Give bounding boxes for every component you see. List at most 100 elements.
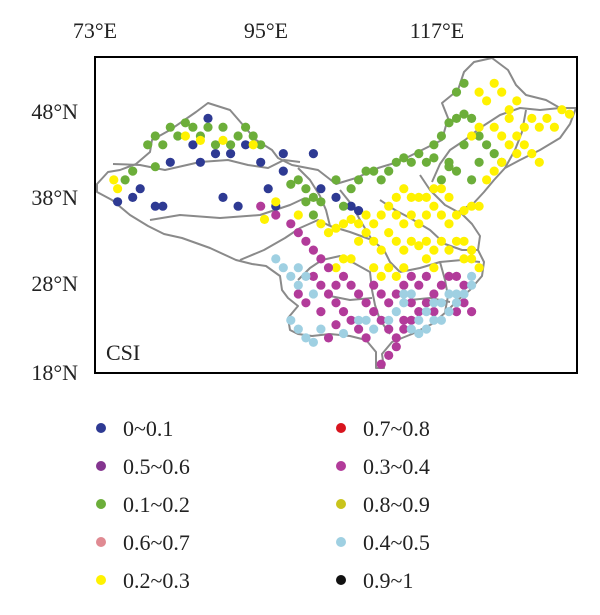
legend-item: 0~0.1	[96, 416, 173, 441]
station-point	[338, 271, 349, 281]
station-point	[308, 149, 318, 159]
legend-label: 0.6~0.7	[123, 530, 190, 555]
station-point	[293, 289, 303, 299]
station-point	[391, 157, 401, 167]
station-point	[459, 289, 469, 299]
station-point	[497, 157, 507, 167]
station-point	[301, 333, 311, 343]
station-point	[482, 175, 492, 185]
legend-item: 0.1~0.2	[96, 492, 190, 517]
station-point	[338, 201, 349, 211]
station-point	[451, 87, 462, 97]
station-point	[195, 157, 205, 167]
station-point	[474, 157, 484, 167]
station-point	[436, 280, 446, 290]
station-point	[451, 271, 462, 281]
station-point	[376, 271, 386, 281]
station-point	[338, 219, 349, 229]
station-point	[519, 122, 529, 132]
station-points	[109, 78, 575, 369]
station-point	[150, 131, 160, 141]
station-point	[241, 122, 251, 132]
station-point	[421, 307, 431, 317]
province-boundary	[504, 109, 527, 169]
station-point	[173, 131, 183, 141]
station-point	[542, 113, 552, 123]
station-point	[384, 228, 394, 238]
station-point	[331, 175, 341, 185]
station-point	[429, 307, 439, 317]
station-point	[406, 192, 416, 202]
station-point	[391, 210, 401, 220]
station-point	[218, 135, 228, 145]
station-point	[226, 140, 236, 150]
station-point	[256, 201, 266, 211]
station-point	[210, 149, 221, 159]
legend-swatch	[336, 461, 346, 471]
station-point	[195, 135, 205, 145]
station-point	[369, 307, 379, 317]
station-point	[504, 113, 514, 123]
x-tick-73e: 73°E	[73, 18, 117, 43]
station-point	[391, 342, 401, 352]
station-point	[549, 122, 560, 132]
station-point	[497, 87, 507, 97]
station-point	[376, 245, 386, 255]
legend-swatch	[96, 537, 106, 547]
x-tick-117e: 117°E	[410, 18, 464, 43]
station-point	[459, 254, 469, 264]
station-point	[323, 228, 334, 238]
station-point	[384, 315, 394, 325]
station-point	[369, 324, 379, 334]
station-point	[316, 254, 326, 264]
station-point	[519, 140, 529, 150]
station-point	[436, 236, 446, 246]
x-tick-95e: 95°E	[244, 18, 288, 43]
legend-swatch	[96, 461, 106, 471]
station-point	[414, 315, 424, 325]
legend-swatch	[96, 575, 106, 585]
station-point	[286, 315, 296, 325]
station-point	[271, 254, 281, 264]
station-point	[399, 245, 409, 255]
legend-item: 0.4~0.5	[336, 530, 430, 555]
station-point	[406, 289, 416, 299]
station-point	[128, 166, 138, 176]
station-point	[271, 210, 281, 220]
station-point	[451, 298, 462, 308]
station-point	[436, 131, 446, 141]
station-point	[406, 271, 416, 281]
station-point	[301, 298, 311, 308]
station-point	[323, 289, 334, 299]
station-point	[399, 289, 409, 299]
station-point	[361, 166, 371, 176]
station-point	[489, 149, 499, 159]
legend-label: 0.4~0.5	[363, 530, 430, 555]
y-tick-38n: 38°N	[31, 185, 78, 210]
legend-label: 0.3~0.4	[363, 454, 430, 479]
station-point	[429, 140, 439, 150]
legend-item: 0.3~0.4	[336, 454, 430, 479]
station-point	[557, 105, 567, 115]
station-point	[534, 157, 544, 167]
station-point	[414, 280, 424, 290]
legend-label: 0.2~0.3	[123, 568, 190, 593]
x-axis-tick-labels: 73°E 95°E 117°E	[73, 18, 464, 43]
station-point	[399, 184, 409, 194]
map-panel: CSI	[94, 56, 578, 374]
station-point	[331, 223, 341, 233]
station-point	[459, 298, 469, 308]
station-point	[346, 315, 356, 325]
station-point	[316, 280, 326, 290]
station-point	[293, 280, 303, 290]
station-point	[369, 280, 379, 290]
station-point	[120, 175, 130, 185]
legend-item: 0.6~0.7	[96, 530, 190, 555]
station-point	[399, 219, 409, 229]
station-point	[338, 307, 349, 317]
y-tick-48n: 48°N	[31, 99, 78, 124]
station-point	[331, 263, 341, 273]
china-outline	[96, 57, 577, 369]
station-point	[459, 140, 469, 150]
station-point	[293, 263, 303, 273]
